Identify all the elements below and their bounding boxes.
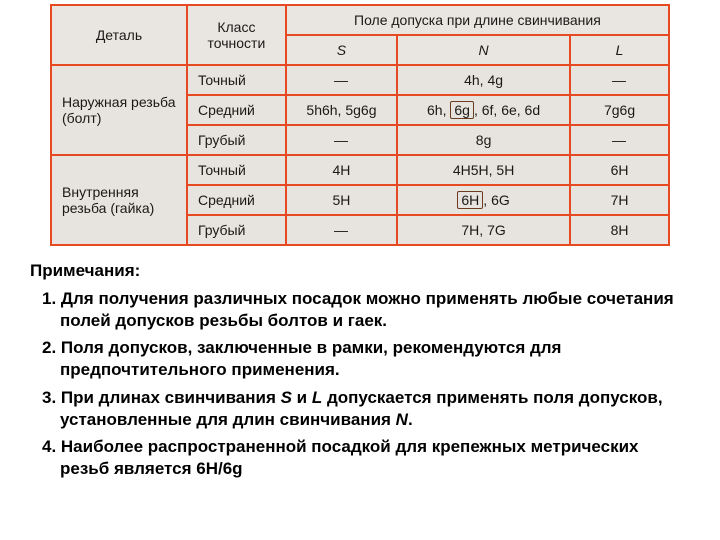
group-label: Наружная резьба (болт) [51,65,187,155]
note-item: 3. При длинах свинчивания S и L допускае… [30,387,690,431]
cell-class: Средний [187,185,286,215]
th-s: S [286,35,397,65]
th-class: Класс точности [187,5,286,65]
cell-n: 8g [397,125,570,155]
cell-s: 4H [286,155,397,185]
th-n: N [397,35,570,65]
table-row: Внутренняя резьба (гайка)Точный4H4H5H, 5… [51,155,669,185]
cell-l: — [570,125,669,155]
cell-l: 8H [570,215,669,245]
note-item: 4. Наиболее распространенной посадкой дл… [30,436,690,480]
table-header: Деталь Класс точности Поле допуска при д… [51,5,669,65]
cell-s: — [286,125,397,155]
notes-list: 1. Для получения различных посадок можно… [30,288,690,480]
table-row: Наружная резьба (болт)Точный—4h, 4g— [51,65,669,95]
cell-l: — [570,65,669,95]
table-body: Наружная резьба (болт)Точный—4h, 4g—Сред… [51,65,669,245]
th-detail: Деталь [51,5,187,65]
tolerance-table-wrap: Деталь Класс точности Поле допуска при д… [50,4,670,246]
page: Деталь Класс точности Поле допуска при д… [0,0,720,540]
cell-class: Точный [187,155,286,185]
th-l: L [570,35,669,65]
cell-class: Точный [187,65,286,95]
cell-n: 4h, 4g [397,65,570,95]
cell-n: 7H, 7G [397,215,570,245]
group-label: Внутренняя резьба (гайка) [51,155,187,245]
cell-n: 6H, 6G [397,185,570,215]
cell-class: Грубый [187,215,286,245]
cell-n: 4H5H, 5H [397,155,570,185]
notes-block: Примечания: 1. Для получения различных п… [30,260,690,480]
note-item: 2. Поля допусков, заключенные в рамки, р… [30,337,690,381]
th-group: Поле допуска при длине свинчивания [286,5,669,35]
cell-s: 5h6h, 5g6g [286,95,397,125]
cell-s: — [286,215,397,245]
cell-l: 6H [570,155,669,185]
tolerance-table: Деталь Класс точности Поле допуска при д… [50,4,670,246]
cell-s: — [286,65,397,95]
cell-l: 7g6g [570,95,669,125]
note-item: 1. Для получения различных посадок можно… [30,288,690,332]
notes-title: Примечания: [30,260,690,282]
cell-s: 5H [286,185,397,215]
cell-class: Грубый [187,125,286,155]
cell-l: 7H [570,185,669,215]
cell-n: 6h, 6g, 6f, 6e, 6d [397,95,570,125]
cell-class: Средний [187,95,286,125]
